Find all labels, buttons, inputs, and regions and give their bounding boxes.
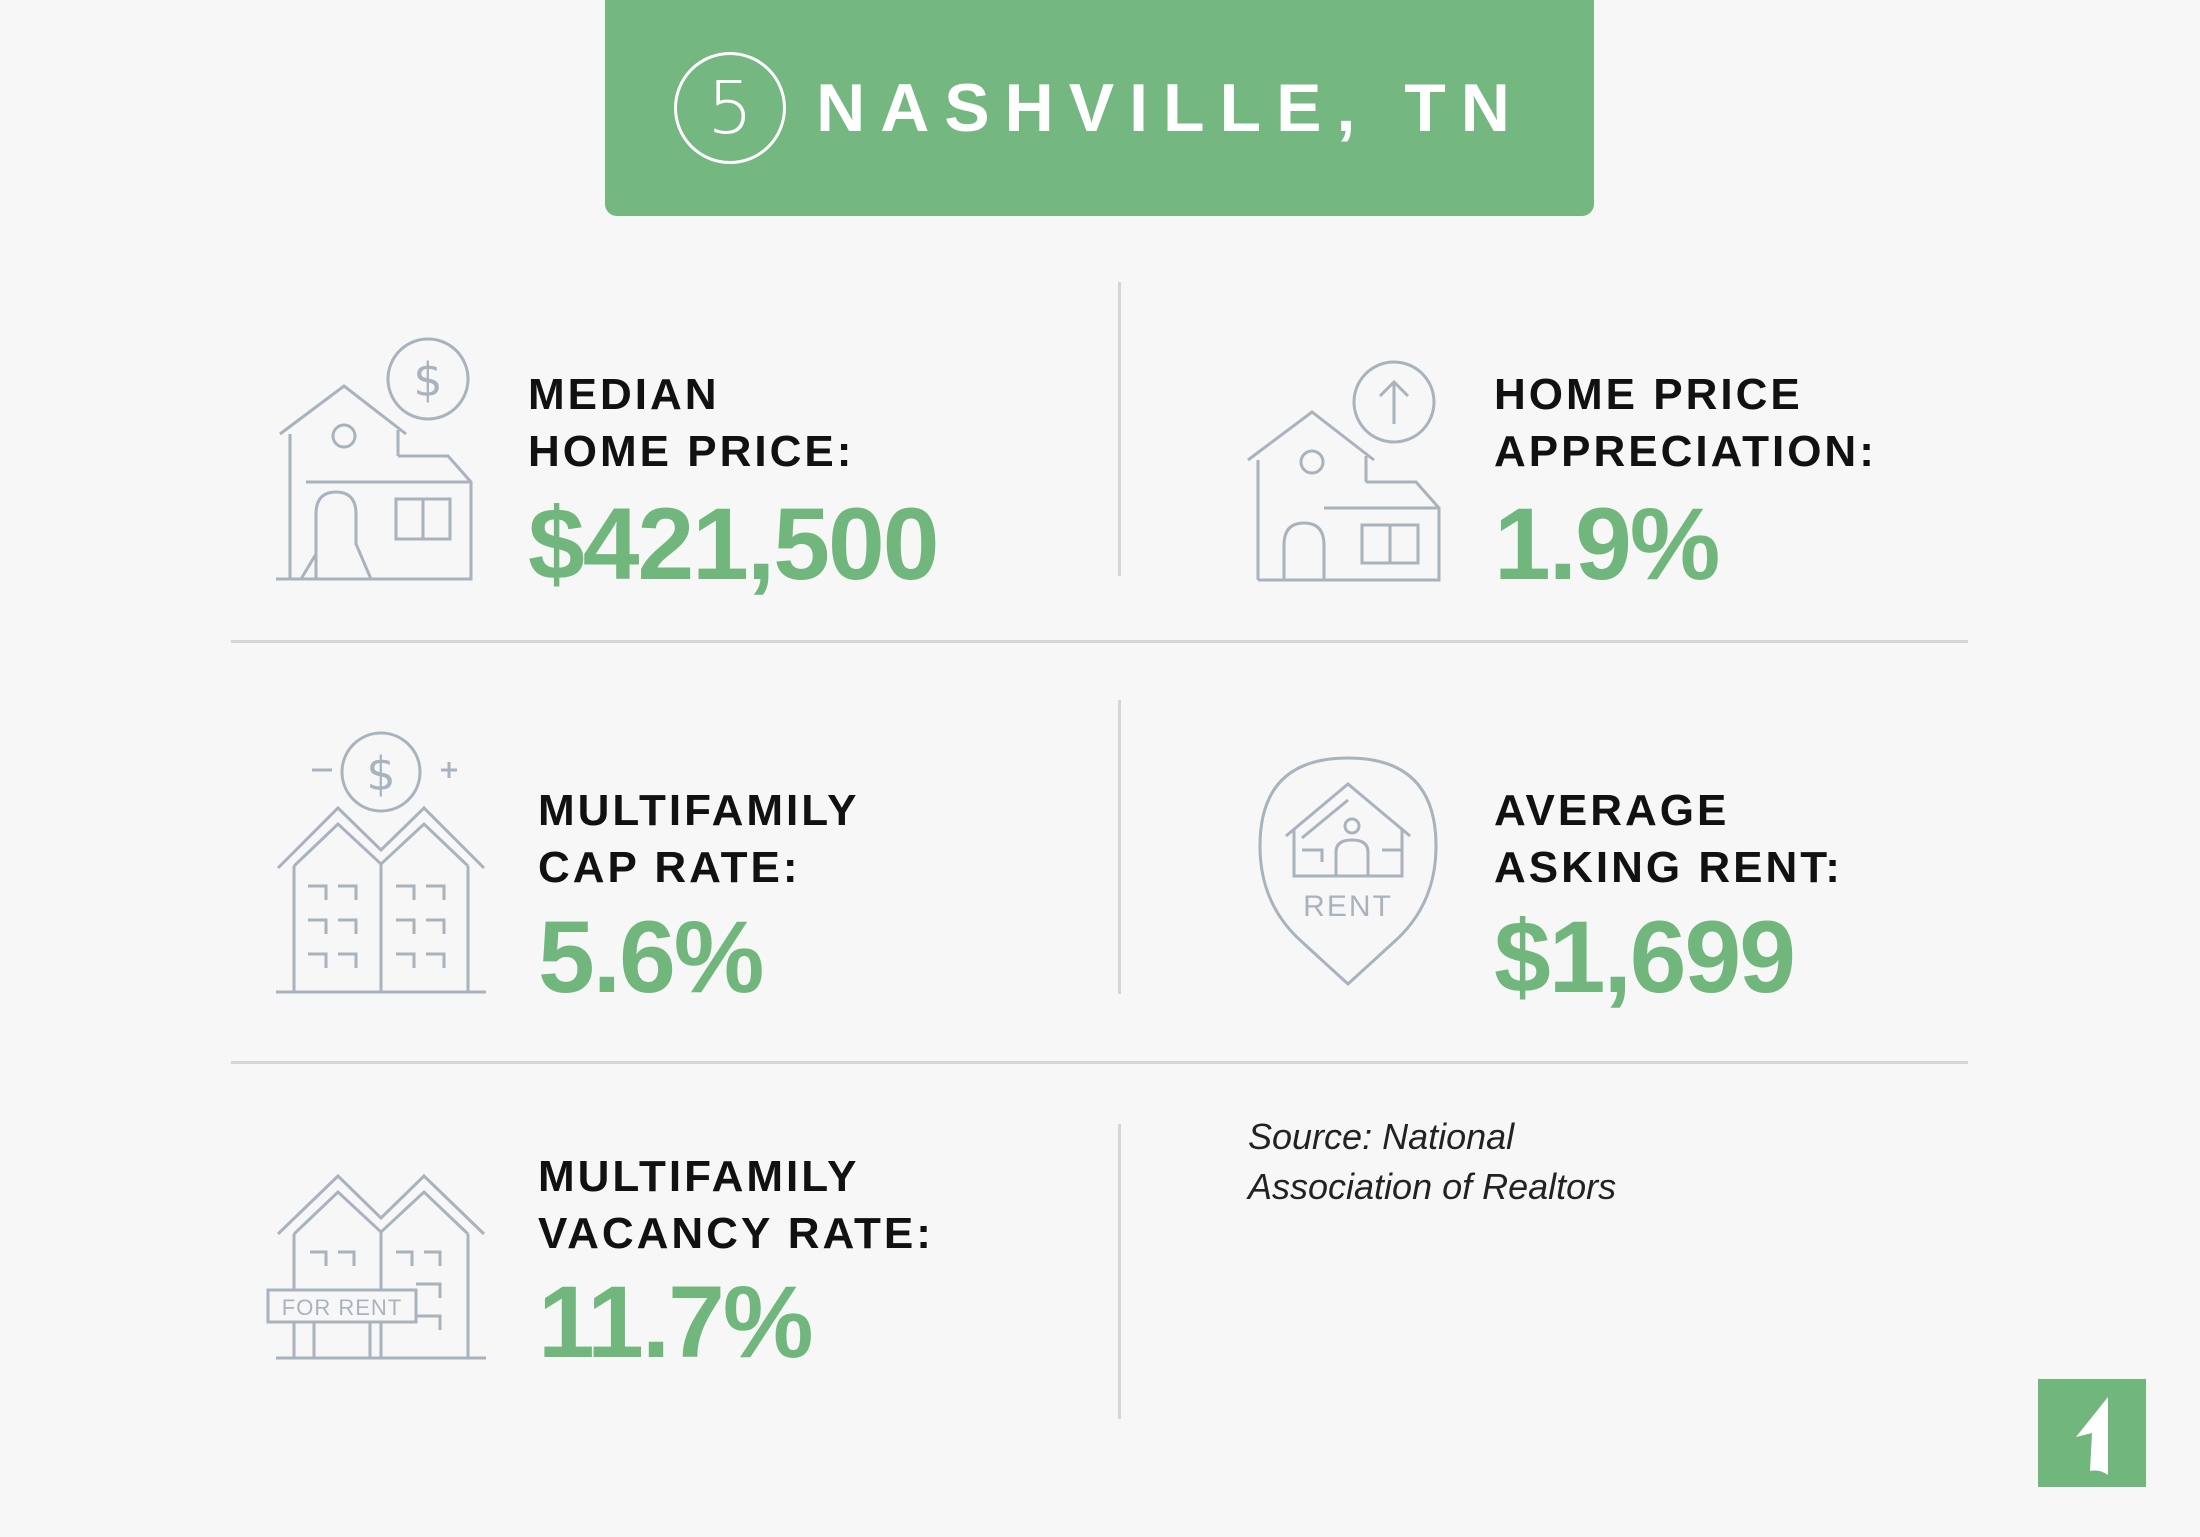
multifamily-dollar-icon: $ xyxy=(276,730,486,996)
divider-vertical-1 xyxy=(1118,282,1121,576)
stat-value-median-home-price: $421,500 xyxy=(528,487,939,601)
svg-text:$: $ xyxy=(413,353,442,407)
source-note: Source: National Association of Realtors xyxy=(1248,1116,1617,1207)
title-banner: 5 NASHVILLE, TN xyxy=(605,0,1594,216)
divider-vertical-2 xyxy=(1118,700,1121,994)
stat-label-median-home-price: MEDIAN HOME PRICE: xyxy=(528,370,855,476)
stat-label-average-asking-rent: AVERAGE ASKING RENT: xyxy=(1494,786,1843,892)
stat-value-multifamily-vacancy-rate: 11.7% xyxy=(538,1265,814,1379)
stat-value-home-price-appreciation: 1.9% xyxy=(1494,487,1720,601)
rent-icon-text: RENT xyxy=(1303,890,1393,923)
stat-label-multifamily-vacancy-rate: MULTIFAMILY VACANCY RATE: xyxy=(538,1152,934,1258)
house-arrow-up-icon xyxy=(1244,360,1444,584)
stat-label-home-price-appreciation: HOME PRICE APPRECIATION: xyxy=(1494,370,1877,476)
svg-text:$: $ xyxy=(366,747,395,801)
city-title: NASHVILLE, TN xyxy=(816,70,1525,146)
rank-badge: 5 xyxy=(674,52,787,164)
house-dollar-icon: $ xyxy=(276,334,476,584)
for-rent-sign-text: FOR RENT xyxy=(282,1295,402,1320)
stat-value-average-asking-rent: $1,699 xyxy=(1494,900,1796,1014)
divider-horizontal-2 xyxy=(231,1061,1968,1064)
brand-logo xyxy=(2038,1379,2146,1487)
for-rent-building-icon: FOR RENT xyxy=(266,1172,486,1362)
stat-value-multifamily-cap-rate: 5.6% xyxy=(538,900,764,1014)
divider-vertical-3 xyxy=(1118,1124,1121,1419)
rent-pin-icon: RENT xyxy=(1256,754,1440,990)
stat-label-multifamily-cap-rate: MULTIFAMILY CAP RATE: xyxy=(538,786,860,892)
divider-horizontal-1 xyxy=(231,640,1968,643)
